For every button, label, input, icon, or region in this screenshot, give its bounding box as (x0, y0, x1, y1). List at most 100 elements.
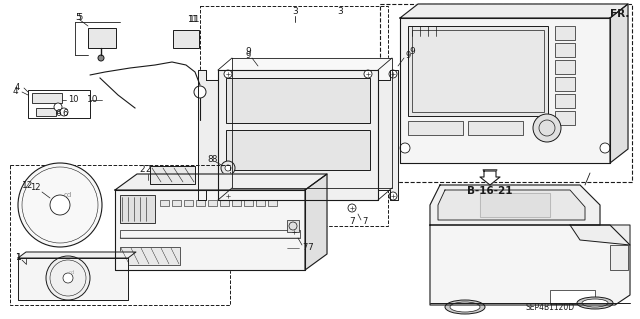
Text: 2: 2 (145, 166, 150, 174)
Polygon shape (480, 171, 500, 185)
Text: 12: 12 (22, 181, 34, 189)
Circle shape (533, 114, 561, 142)
Bar (408, 121, 463, 135)
Text: 1: 1 (16, 254, 22, 263)
Text: 9: 9 (405, 51, 411, 61)
Bar (184, 200, 193, 206)
Polygon shape (610, 4, 628, 163)
Circle shape (364, 70, 372, 78)
Bar (10, 165, 230, 305)
Circle shape (389, 70, 397, 78)
Text: 7: 7 (307, 243, 313, 253)
Bar (226, 78, 370, 123)
Text: 7: 7 (302, 243, 308, 253)
Text: 1: 1 (15, 254, 20, 263)
Circle shape (400, 143, 410, 153)
Text: 6: 6 (55, 108, 61, 117)
Circle shape (18, 163, 102, 247)
Polygon shape (430, 185, 600, 225)
Polygon shape (198, 70, 218, 200)
Circle shape (50, 195, 70, 215)
Bar (196, 200, 205, 206)
Text: 9: 9 (245, 51, 251, 61)
Circle shape (98, 55, 104, 61)
Bar (226, 130, 370, 170)
Polygon shape (570, 225, 630, 245)
Polygon shape (232, 58, 392, 188)
Circle shape (63, 273, 73, 283)
Bar (555, 94, 575, 108)
Bar (208, 200, 217, 206)
Bar (220, 200, 229, 206)
Polygon shape (115, 190, 305, 270)
Bar (550, 290, 595, 304)
Text: FR.: FR. (610, 9, 629, 19)
Text: 8: 8 (211, 155, 217, 165)
Text: 6: 6 (62, 108, 67, 117)
Circle shape (224, 70, 232, 78)
Bar (120, 247, 180, 265)
Bar (408, 26, 548, 116)
Text: 3: 3 (292, 8, 298, 17)
Circle shape (290, 228, 298, 236)
Text: 11: 11 (189, 16, 201, 25)
Bar (287, 220, 299, 232)
Circle shape (194, 86, 206, 98)
Bar (555, 60, 575, 74)
Text: 4: 4 (15, 84, 20, 93)
Text: 10: 10 (86, 95, 98, 105)
Bar (256, 200, 265, 206)
Polygon shape (438, 190, 585, 220)
Bar (244, 200, 253, 206)
Bar (268, 200, 277, 206)
Text: 5: 5 (77, 13, 83, 23)
Bar (610, 245, 628, 270)
Polygon shape (400, 18, 610, 163)
Text: 9: 9 (245, 48, 251, 56)
Bar (120, 195, 155, 223)
Bar (150, 166, 195, 184)
Polygon shape (218, 70, 378, 200)
Bar (32, 93, 62, 103)
Circle shape (221, 161, 235, 175)
Bar (232, 200, 241, 206)
Text: SEP4B1120D: SEP4B1120D (525, 303, 575, 313)
Text: cd: cd (68, 270, 76, 275)
Polygon shape (18, 252, 136, 258)
Bar (468, 121, 523, 135)
Circle shape (389, 192, 397, 200)
Bar (555, 77, 575, 91)
Bar (120, 230, 300, 238)
Polygon shape (400, 4, 628, 18)
Text: 11: 11 (187, 16, 197, 25)
Ellipse shape (582, 299, 608, 307)
Circle shape (224, 192, 232, 200)
Ellipse shape (577, 297, 613, 309)
Circle shape (225, 165, 231, 171)
Bar (200, 6, 388, 226)
Polygon shape (305, 174, 327, 270)
Bar (555, 43, 575, 57)
Bar (172, 200, 181, 206)
Text: 3: 3 (337, 8, 343, 17)
Ellipse shape (445, 300, 485, 314)
Bar (380, 4, 632, 182)
Text: 2: 2 (139, 166, 145, 174)
Text: B-16-21: B-16-21 (467, 186, 513, 196)
Polygon shape (378, 70, 398, 200)
Text: cd: cd (64, 192, 72, 198)
Bar (88, 28, 116, 48)
Bar (36, 108, 56, 116)
Polygon shape (115, 174, 327, 190)
Ellipse shape (450, 302, 480, 312)
Text: 7: 7 (349, 218, 355, 226)
Polygon shape (18, 258, 128, 300)
Circle shape (46, 256, 90, 300)
Bar (555, 26, 575, 40)
Text: 10: 10 (68, 95, 79, 105)
Circle shape (54, 103, 62, 111)
Circle shape (600, 143, 610, 153)
Polygon shape (430, 225, 630, 305)
Text: 9: 9 (409, 48, 415, 56)
Bar (412, 30, 544, 112)
